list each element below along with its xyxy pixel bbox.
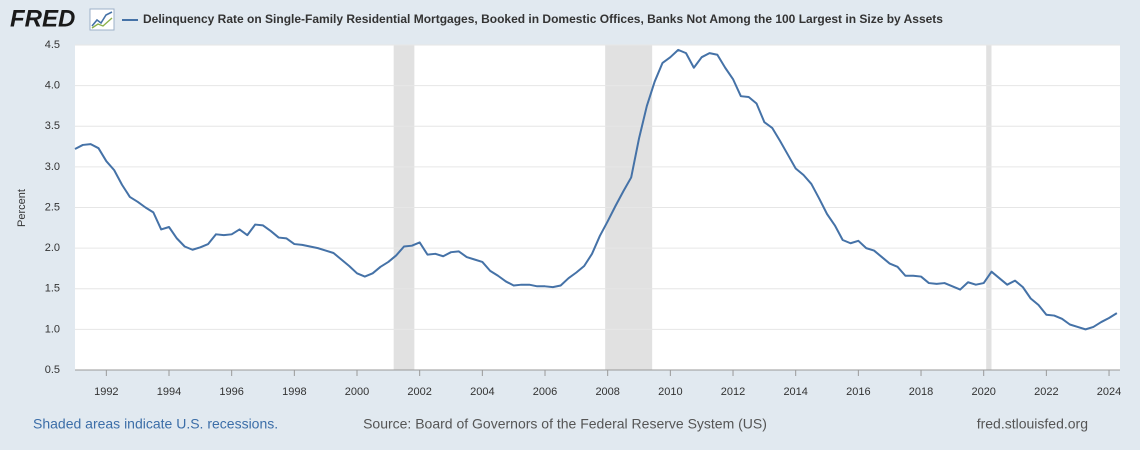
- x-tick-label: 2012: [721, 386, 745, 398]
- legend-label: Delinquency Rate on Single-Family Reside…: [143, 12, 943, 26]
- x-tick-label: 2014: [783, 386, 807, 398]
- y-tick-label: 3.5: [45, 120, 60, 132]
- x-tick-label: 1996: [219, 386, 243, 398]
- y-tick-label: 4.0: [45, 80, 60, 92]
- logo: FRED: [10, 5, 75, 32]
- y-tick-label: 1.5: [45, 283, 60, 295]
- y-tick-label: 2.5: [45, 201, 60, 213]
- y-tick-label: 0.5: [45, 364, 60, 376]
- x-tick-label: 1992: [94, 386, 118, 398]
- x-tick-label: 1994: [157, 386, 181, 398]
- x-tick-label: 2008: [595, 386, 619, 398]
- x-tick-label: 2020: [971, 386, 995, 398]
- y-tick-label: 1.0: [45, 323, 60, 335]
- data-line: [74, 48, 1118, 331]
- x-tick-label: 2006: [533, 386, 557, 398]
- recession-note[interactable]: Shaded areas indicate U.S. recessions.: [33, 416, 278, 432]
- x-tick-label: 2016: [846, 386, 870, 398]
- source: Source: Board of Governors of the Federa…: [363, 416, 767, 432]
- y-tick-label: 3.0: [45, 161, 60, 173]
- x-tick-label: 2018: [909, 386, 933, 398]
- site[interactable]: fred.stlouisfed.org: [977, 416, 1088, 432]
- y-axis-label: Percent: [16, 189, 28, 227]
- x-tick-label: 2002: [407, 386, 431, 398]
- x-tick-label: 2010: [658, 386, 682, 398]
- logo-icon: [89, 8, 115, 31]
- y-tick-label: 2.0: [45, 242, 60, 254]
- y-tick-label: 4.5: [45, 39, 60, 51]
- x-tick-label: 2024: [1097, 386, 1121, 398]
- x-tick-label: 1998: [282, 386, 306, 398]
- x-tick-label: 2022: [1034, 386, 1058, 398]
- x-tick-label: 2000: [345, 386, 369, 398]
- x-tick-label: 2004: [470, 386, 494, 398]
